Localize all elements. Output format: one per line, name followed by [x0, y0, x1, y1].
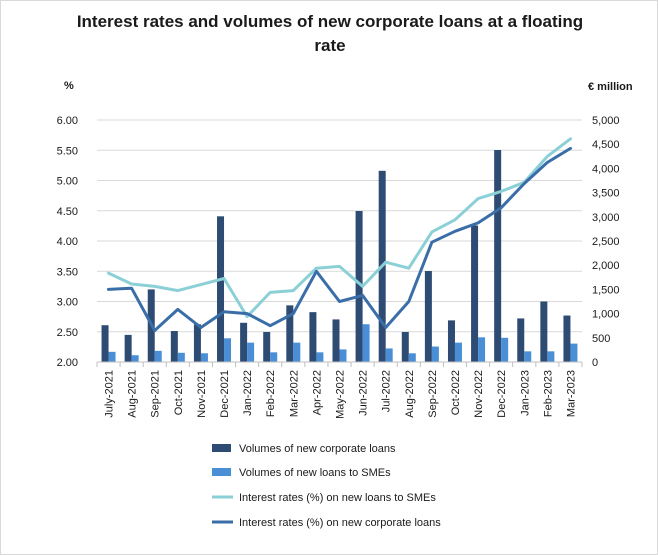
legend-label: Interest rates (%) on new corporate loan…	[239, 517, 441, 529]
bar-sme-volume	[177, 352, 185, 362]
category-label: Oct-2021	[173, 370, 185, 415]
right-tick-label: 1,000	[592, 309, 620, 321]
category-label: Aug-2021	[127, 370, 139, 418]
left-tick-label: 4.50	[57, 206, 78, 218]
bar-sme-volume	[454, 342, 462, 362]
bar-sme-volume	[247, 342, 255, 362]
bar-sme-volume	[524, 351, 532, 362]
bar-corporate-volume	[494, 150, 502, 362]
bar-sme-volume	[131, 355, 139, 362]
category-label: Feb-2022	[265, 370, 277, 417]
bar-sme-volume	[154, 350, 162, 362]
legend-swatch	[212, 444, 231, 452]
category-label: Feb-2023	[542, 370, 554, 417]
right-tick-label: 2,500	[592, 236, 620, 248]
bar-sme-volume	[200, 353, 208, 362]
chart-title: Interest rates and volumes of new corpor…	[76, 12, 584, 55]
axes: 2.00 2.50 3.00 3.50 4.00 4.50 5.00 5.50 6.00 0 500…	[57, 115, 620, 419]
category-label: Nov-2021	[196, 370, 208, 418]
bar-corporate-volume	[355, 210, 363, 362]
bar-corporate-volume	[332, 319, 340, 362]
right-tick-label: 2,000	[592, 260, 620, 272]
left-tick-label: 6.00	[57, 115, 78, 127]
bar-sme-volume	[478, 337, 486, 362]
bar-corporate-volume	[101, 325, 109, 362]
category-label: Mar-2022	[288, 370, 300, 417]
category-label: Oct-2022	[450, 370, 462, 415]
category-label: Dec-2021	[219, 370, 231, 418]
bar-sme-volume	[316, 352, 324, 362]
right-tick-label: 3,500	[592, 188, 620, 200]
right-tick-label: 1,500	[592, 284, 620, 296]
bar-corporate-volume	[263, 331, 271, 362]
bar-corporate-volume	[424, 271, 432, 362]
bar-corporate-volume	[193, 324, 201, 362]
category-label: Aug-2022	[404, 370, 416, 418]
bar-corporate-volume	[170, 331, 178, 362]
bar-sme-volume	[339, 349, 347, 362]
bar-sme-volume	[385, 348, 393, 362]
legend-label: Volumes of new corporate loans	[239, 443, 396, 455]
left-tick-label: 5.50	[57, 145, 78, 157]
category-label: Jan-2022	[242, 370, 254, 416]
left-tick-label: 2.50	[57, 327, 78, 339]
left-axis-unit: %	[64, 80, 74, 92]
right-tick-label: 500	[592, 333, 610, 345]
bar-corporate-volume	[401, 331, 409, 362]
category-label: Jun-2022	[358, 370, 370, 416]
bar-corporate-volume	[517, 318, 525, 362]
bar-corporate-volume	[540, 301, 548, 362]
left-tick-label: 3.50	[57, 266, 78, 278]
bar-sme-volume	[408, 353, 416, 362]
legend-label: Volumes of new loans to SMEs	[239, 467, 391, 479]
category-label: Dec-2022	[496, 370, 508, 418]
right-tick-label: 4,500	[592, 139, 620, 151]
category-label: Nov-2022	[473, 370, 485, 418]
category-label: May-2022	[335, 370, 347, 419]
category-label: July-2021	[104, 370, 116, 418]
right-tick-label: 5,000	[592, 115, 620, 127]
bar-sme-volume	[108, 351, 116, 362]
lines	[107, 137, 572, 332]
left-tick-label: 3.00	[57, 297, 78, 309]
bar-sme-volume	[547, 351, 555, 362]
bar-corporate-volume	[309, 312, 317, 362]
bar-corporate-volume	[124, 334, 132, 362]
bar-corporate-volume	[563, 315, 571, 362]
bar-corporate-volume	[447, 320, 455, 362]
bar-corporate-volume	[286, 305, 294, 362]
bars	[101, 150, 578, 362]
left-tick-label: 4.00	[57, 236, 78, 248]
bar-sme-volume	[224, 338, 232, 362]
right-axis-unit: € million	[588, 81, 633, 93]
legend-swatch	[212, 468, 231, 476]
category-label: Jan-2023	[519, 370, 531, 416]
right-tick-label: 4,000	[592, 163, 620, 175]
category-label: Apr-2022	[311, 370, 323, 415]
bar-corporate-volume	[217, 216, 225, 362]
bar-sme-volume	[270, 352, 278, 362]
legend-label: Interest rates (%) on new loans to SMEs	[239, 492, 436, 504]
line-corporate-rate	[107, 146, 572, 332]
bar-sme-volume	[293, 342, 301, 362]
category-label: Jul-2022	[381, 370, 393, 412]
right-tick-label: 3,000	[592, 212, 620, 224]
left-tick-label: 5.00	[57, 176, 78, 188]
bar-sme-volume	[501, 337, 509, 362]
category-label: Sep-2022	[427, 370, 439, 418]
category-label: Mar-2023	[565, 370, 577, 417]
bar-sme-volume	[570, 343, 578, 362]
line-sme-rate	[107, 137, 572, 319]
right-tick-label: 0	[592, 357, 598, 369]
bar-sme-volume	[362, 324, 370, 362]
category-label: Sep-2021	[150, 370, 162, 418]
bar-sme-volume	[431, 346, 439, 362]
legend: Volumes of new corporate loans Volumes of…	[212, 443, 441, 529]
bar-corporate-volume	[240, 322, 248, 362]
bar-corporate-volume	[471, 225, 479, 362]
left-tick-label: 2.00	[57, 357, 78, 369]
